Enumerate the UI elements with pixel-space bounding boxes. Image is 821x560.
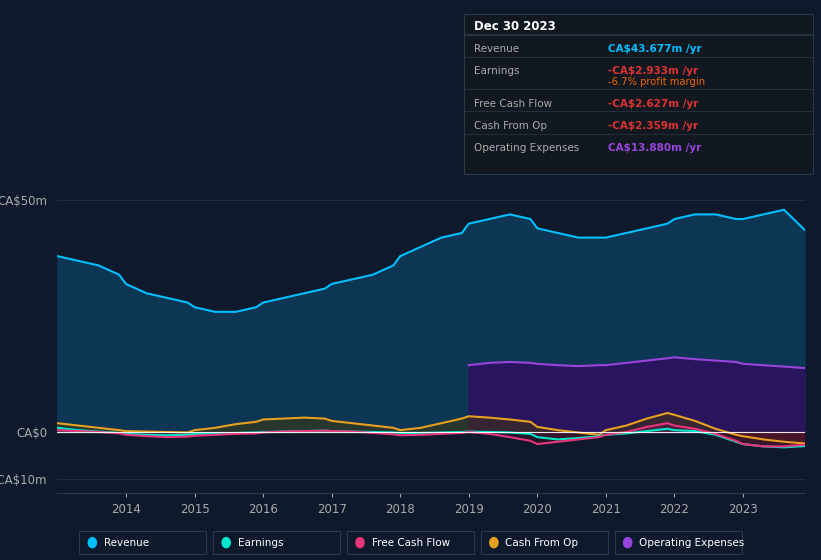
Text: Operating Expenses: Operating Expenses <box>474 143 579 153</box>
Text: Free Cash Flow: Free Cash Flow <box>372 538 450 548</box>
Text: -CA$2.627m /yr: -CA$2.627m /yr <box>608 99 698 109</box>
Text: CA$43.677m /yr: CA$43.677m /yr <box>608 44 701 54</box>
Text: Earnings: Earnings <box>238 538 283 548</box>
Text: -CA$2.359m /yr: -CA$2.359m /yr <box>608 121 698 131</box>
Text: Free Cash Flow: Free Cash Flow <box>474 99 552 109</box>
Text: Cash From Op: Cash From Op <box>506 538 578 548</box>
Text: Earnings: Earnings <box>474 66 519 76</box>
Text: Revenue: Revenue <box>103 538 149 548</box>
Text: Dec 30 2023: Dec 30 2023 <box>474 20 556 32</box>
Text: Operating Expenses: Operating Expenses <box>639 538 745 548</box>
Text: CA$13.880m /yr: CA$13.880m /yr <box>608 143 701 153</box>
Text: Cash From Op: Cash From Op <box>474 121 547 131</box>
Text: -6.7% profit margin: -6.7% profit margin <box>608 77 704 87</box>
Text: -CA$2.933m /yr: -CA$2.933m /yr <box>608 66 698 76</box>
Text: Revenue: Revenue <box>474 44 519 54</box>
